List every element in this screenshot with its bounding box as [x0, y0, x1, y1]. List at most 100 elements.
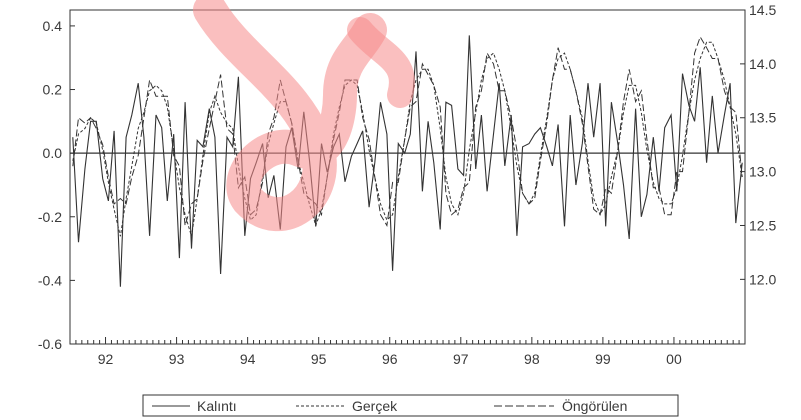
left-tick-label: -0.2 — [38, 209, 62, 225]
data-point-s1-110 — [724, 79, 725, 80]
data-point-s0-84 — [570, 114, 571, 115]
data-point-s2-65 — [457, 209, 458, 210]
x-tick-label: 96 — [382, 351, 398, 367]
data-point-s1-31 — [256, 214, 257, 215]
data-point-s2-78 — [534, 198, 535, 199]
data-point-s2-21 — [197, 198, 198, 199]
data-point-s2-79 — [540, 160, 541, 161]
data-point-s2-113 — [742, 176, 743, 177]
series-line-2 — [72, 35, 743, 227]
data-point-s2-34 — [273, 117, 274, 118]
data-point-s2-61 — [433, 85, 434, 86]
right-tick-label: 12.5 — [749, 217, 776, 233]
data-point-s1-8 — [120, 236, 121, 237]
data-point-s2-40 — [309, 198, 310, 199]
data-point-s2-83 — [564, 69, 565, 70]
data-point-s2-89 — [600, 214, 601, 215]
data-point-s1-83 — [564, 53, 565, 54]
data-point-s2-13 — [149, 79, 150, 80]
data-point-s1-66 — [463, 193, 464, 194]
data-point-s2-5 — [102, 144, 103, 145]
data-point-s1-98 — [653, 182, 654, 183]
data-point-s2-107 — [706, 47, 707, 48]
data-point-s1-62 — [440, 128, 441, 129]
data-point-s0-64 — [451, 105, 452, 106]
data-point-s0-53 — [386, 134, 387, 135]
data-point-s0-23 — [209, 108, 210, 109]
data-point-s2-111 — [730, 106, 731, 107]
data-point-s2-6 — [108, 176, 109, 177]
data-point-s2-11 — [138, 155, 139, 156]
data-point-s0-42 — [321, 143, 322, 144]
x-tick-label: 98 — [524, 351, 540, 367]
data-point-s1-50 — [369, 150, 370, 151]
data-point-s2-48 — [357, 79, 358, 80]
data-point-s1-23 — [209, 112, 210, 113]
left-tick-label: -0.4 — [38, 272, 62, 288]
data-point-s1-33 — [268, 144, 269, 145]
data-point-s1-65 — [457, 214, 458, 215]
data-point-s1-5 — [102, 150, 103, 151]
data-point-s1-96 — [641, 112, 642, 113]
data-point-s2-43 — [327, 176, 328, 177]
data-point-s0-45 — [339, 134, 340, 135]
data-point-s2-14 — [155, 96, 156, 97]
left-tick-label: 0.4 — [43, 18, 63, 34]
data-point-s1-112 — [735, 133, 736, 134]
data-point-s0-83 — [564, 226, 565, 227]
data-point-s0-55 — [398, 143, 399, 144]
data-point-s1-63 — [445, 176, 446, 177]
data-point-s1-14 — [155, 85, 156, 86]
data-point-s1-64 — [451, 203, 452, 204]
legend-label-gercek: Gerçek — [352, 398, 398, 414]
data-point-s2-29 — [244, 176, 245, 177]
data-point-s0-71 — [493, 134, 494, 135]
data-point-s2-17 — [173, 155, 174, 156]
data-point-s2-85 — [575, 90, 576, 91]
data-point-s2-69 — [481, 90, 482, 91]
data-point-s1-106 — [700, 58, 701, 59]
data-point-s1-68 — [475, 112, 476, 113]
data-point-s1-25 — [220, 112, 221, 113]
data-point-s2-93 — [623, 101, 624, 102]
data-point-s2-39 — [303, 193, 304, 194]
data-point-s2-55 — [398, 182, 399, 183]
data-point-s2-15 — [161, 96, 162, 97]
data-point-s2-37 — [291, 123, 292, 124]
data-point-s0-60 — [428, 121, 429, 122]
data-point-s0-52 — [380, 102, 381, 103]
data-point-s0-95 — [635, 108, 636, 109]
data-point-s0-2 — [84, 168, 85, 169]
chart-marks — [70, 35, 745, 287]
x-tick-label: 97 — [453, 351, 469, 367]
data-point-s1-86 — [582, 117, 583, 118]
data-point-s0-68 — [475, 168, 476, 169]
data-point-s2-47 — [351, 79, 352, 80]
data-point-s0-67 — [469, 35, 470, 36]
data-point-s0-58 — [415, 51, 416, 52]
chart-axes: 0.4 0.2 0.0 -0.2 -0.4 -0.6 14.5 14.0 13.5 13.0 12.… — [38, 2, 777, 367]
data-point-s0-110 — [724, 114, 725, 115]
data-point-s2-104 — [688, 112, 689, 113]
right-tick-label: 14.5 — [749, 2, 776, 18]
data-point-s1-90 — [605, 203, 606, 204]
data-point-s0-72 — [499, 83, 500, 84]
x-tick-label: 92 — [98, 351, 114, 367]
data-point-s2-12 — [143, 117, 144, 118]
data-point-s2-42 — [321, 214, 322, 215]
data-point-s1-82 — [558, 58, 559, 59]
data-point-s0-109 — [717, 153, 718, 154]
data-point-s2-100 — [664, 214, 665, 215]
data-point-s2-73 — [504, 90, 505, 91]
data-point-s2-7 — [114, 203, 115, 204]
data-point-s0-69 — [481, 114, 482, 115]
data-point-s1-103 — [682, 155, 683, 156]
data-point-s2-51 — [374, 176, 375, 177]
data-point-s0-50 — [369, 207, 370, 208]
data-point-s2-71 — [493, 63, 494, 64]
data-point-s0-105 — [694, 121, 695, 122]
legend-label-kalinti: Kalıntı — [197, 398, 237, 414]
data-point-s0-18 — [179, 258, 180, 259]
data-point-s0-61 — [433, 162, 434, 163]
data-point-s0-94 — [629, 238, 630, 239]
